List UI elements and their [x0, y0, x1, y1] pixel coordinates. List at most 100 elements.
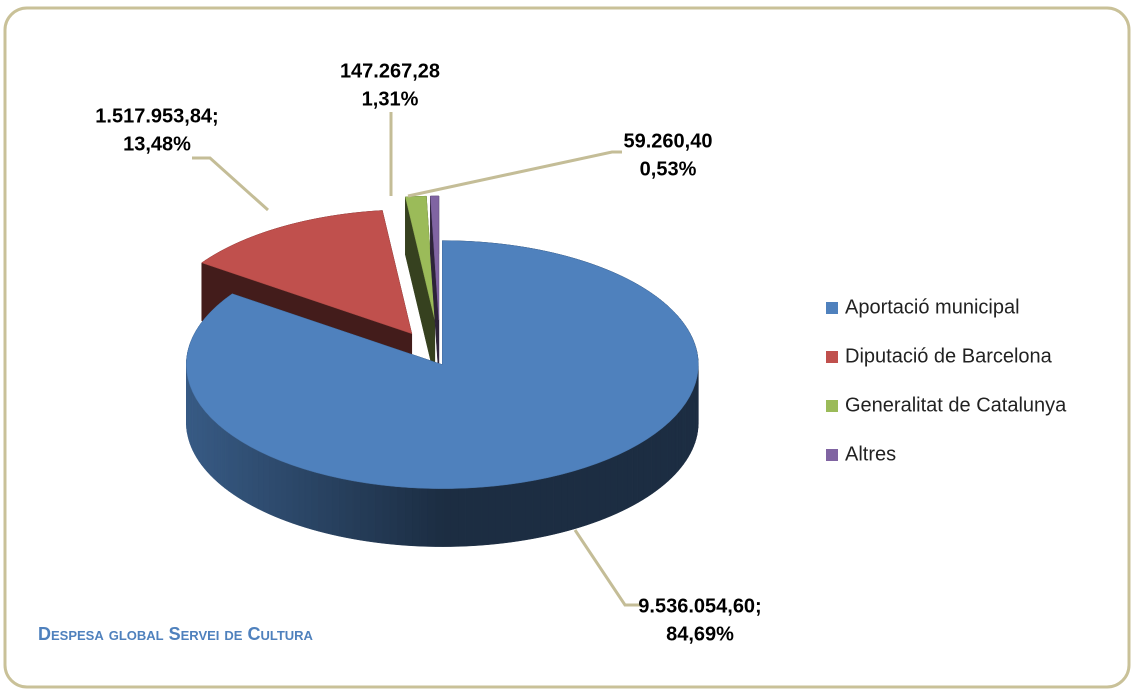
slice-side	[196, 399, 200, 463]
slice-side	[412, 487, 421, 547]
slice-side	[605, 457, 612, 519]
value-label: 9.536.054,60;	[638, 595, 761, 617]
slice-side	[525, 480, 534, 541]
slice-side	[213, 419, 218, 483]
slice-side	[237, 438, 243, 501]
slice-side	[671, 415, 676, 479]
slice-side	[532, 478, 541, 539]
slice-side	[286, 462, 293, 524]
slice-side	[247, 444, 253, 507]
slice-side	[642, 438, 648, 501]
slice-side	[324, 474, 333, 535]
slice	[201, 210, 413, 335]
slice-side	[689, 391, 693, 454]
slice-side	[553, 474, 562, 535]
slice-group	[186, 240, 699, 547]
slice-side	[194, 395, 198, 459]
slice-side	[488, 485, 497, 545]
legend-label: Altres	[845, 443, 896, 465]
slice-side	[397, 486, 406, 546]
slice-side	[450, 488, 459, 547]
slice-side	[480, 486, 489, 546]
value-label: 147.267,28	[340, 60, 440, 82]
slice-side	[345, 479, 354, 540]
slice-side	[651, 432, 657, 495]
slice-side	[242, 441, 248, 504]
slice-side	[318, 472, 326, 534]
slice-side	[217, 423, 222, 486]
slice-side	[298, 467, 306, 528]
percent-label: 13,48%	[123, 133, 191, 155]
slice-side	[622, 449, 628, 512]
slice-side	[304, 469, 312, 530]
slice-side	[510, 482, 519, 543]
slice	[405, 195, 436, 321]
value-label: 59.260,40	[624, 130, 713, 152]
slice-side	[404, 487, 413, 547]
value-label: 1.517.953,84;	[95, 105, 218, 127]
slice-side	[664, 422, 669, 486]
slice-group	[430, 195, 440, 379]
legend-swatch	[826, 302, 838, 314]
slice-side	[198, 402, 202, 466]
slice-side	[495, 484, 504, 545]
slice-side	[274, 457, 281, 520]
slice-side	[667, 419, 672, 482]
slice-side	[660, 425, 665, 489]
slice-side	[655, 429, 661, 492]
slice-side	[280, 460, 287, 522]
slice-side	[473, 486, 482, 546]
slice-side	[685, 398, 689, 462]
slice-side	[331, 476, 340, 537]
slice-side	[674, 412, 679, 476]
slice-side	[687, 394, 691, 459]
slice-side	[677, 409, 682, 472]
slice-side	[419, 487, 428, 547]
slice-side	[352, 480, 361, 541]
slice-side	[201, 406, 205, 470]
slice-side	[632, 444, 639, 506]
slice	[186, 240, 699, 489]
slice-side	[580, 466, 588, 528]
slice-side	[257, 450, 264, 512]
slice-side	[292, 464, 300, 526]
slice-side	[442, 488, 451, 547]
slice-side	[228, 432, 234, 495]
slice	[430, 195, 440, 321]
slice-side	[518, 481, 526, 542]
slice-side	[637, 441, 644, 504]
slice-side	[338, 477, 347, 538]
slice-side	[207, 413, 211, 476]
slice-side	[233, 435, 239, 498]
slice-side	[683, 401, 687, 466]
slice-side	[593, 462, 600, 524]
leader-line	[192, 156, 270, 212]
legend-label: Aportació municipal	[845, 296, 1020, 318]
slice-side	[503, 483, 512, 544]
slice-side	[389, 485, 398, 546]
slice-side	[311, 470, 319, 532]
slice-group	[405, 195, 436, 379]
slice-side	[220, 426, 226, 489]
slice-side	[458, 487, 467, 547]
legend-swatch	[826, 400, 838, 412]
slice-side	[586, 464, 594, 526]
slice-side	[374, 484, 383, 544]
percent-label: 1,31%	[362, 88, 419, 110]
slice-side	[610, 454, 618, 517]
slice-side	[627, 447, 634, 509]
percent-label: 84,69%	[666, 623, 734, 645]
leader-line	[573, 529, 640, 607]
slice-side	[599, 459, 606, 521]
slice-side	[427, 488, 436, 547]
legend-swatch	[826, 351, 838, 363]
legend-label: Generalitat de Catalunya	[845, 394, 1067, 416]
slice-side	[435, 488, 444, 547]
legend-swatch	[826, 449, 838, 461]
slice-side	[263, 452, 270, 515]
percent-label: 0,53%	[640, 158, 697, 180]
slice-side	[204, 409, 208, 473]
slice-side	[360, 481, 368, 542]
slice-side	[539, 477, 548, 538]
